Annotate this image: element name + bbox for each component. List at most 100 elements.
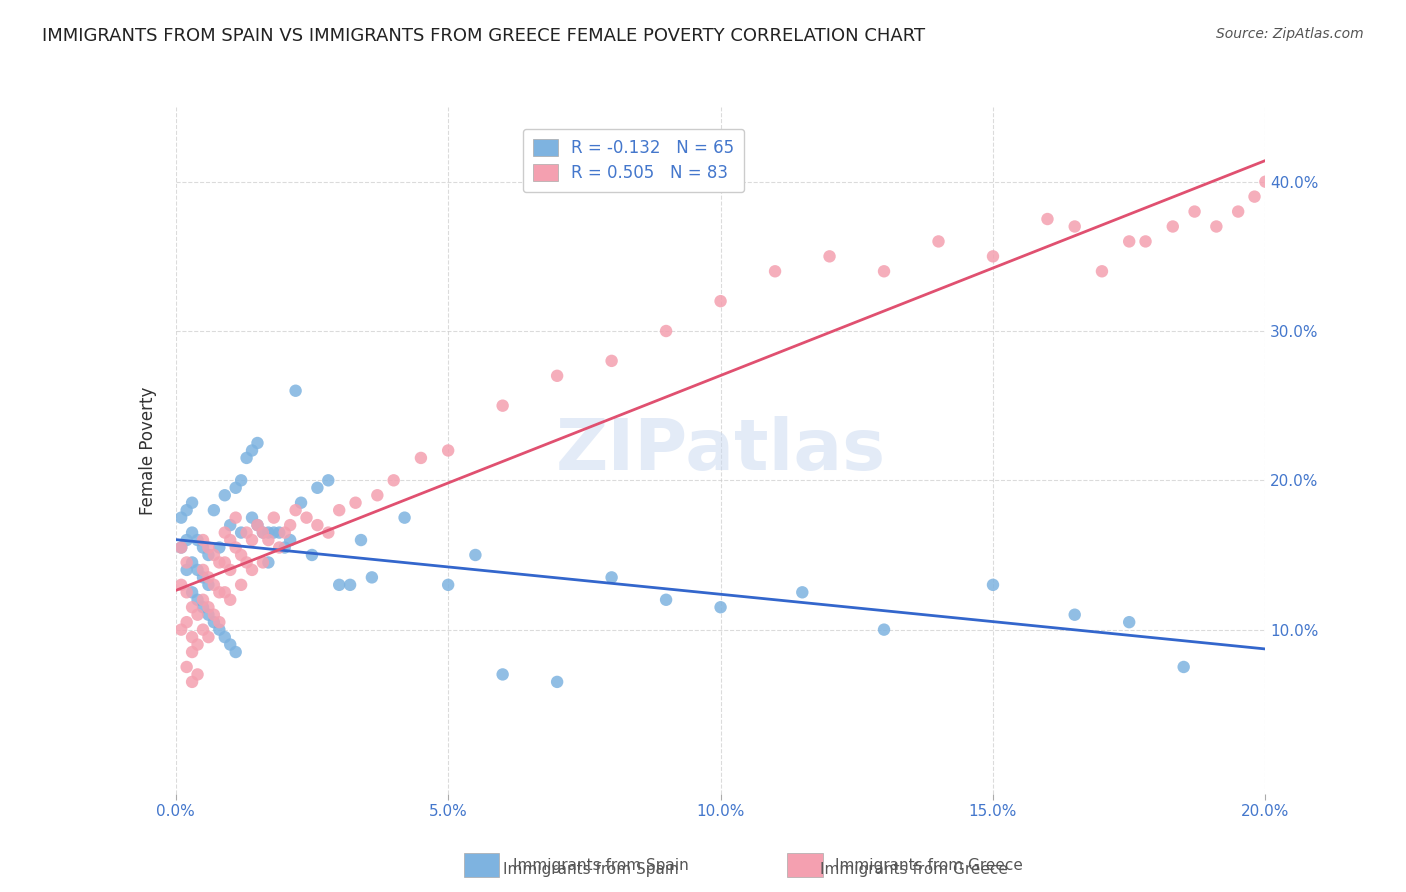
Point bbox=[409, 450, 432, 465]
Point bbox=[981, 578, 1004, 592]
Point bbox=[231, 578, 253, 592]
Point bbox=[202, 615, 225, 630]
Point bbox=[181, 496, 204, 510]
Point bbox=[1063, 607, 1085, 622]
Point bbox=[240, 443, 263, 458]
Point bbox=[240, 533, 263, 547]
Point bbox=[763, 264, 786, 278]
Point bbox=[437, 443, 460, 458]
Point bbox=[186, 667, 209, 681]
Text: Immigrants from Greece: Immigrants from Greece bbox=[820, 863, 1008, 877]
Point bbox=[600, 354, 623, 368]
Point bbox=[873, 264, 896, 278]
Point bbox=[818, 249, 841, 263]
Point bbox=[246, 436, 269, 450]
Point bbox=[186, 607, 209, 622]
Point bbox=[350, 533, 373, 547]
Y-axis label: Female Poverty: Female Poverty bbox=[139, 386, 157, 515]
Point bbox=[186, 638, 209, 652]
Point bbox=[225, 645, 247, 659]
Point bbox=[492, 667, 515, 681]
Point bbox=[284, 384, 307, 398]
Point bbox=[191, 570, 214, 584]
Point bbox=[231, 473, 253, 487]
Point bbox=[197, 607, 219, 622]
Text: Source: ZipAtlas.com: Source: ZipAtlas.com bbox=[1216, 27, 1364, 41]
Point bbox=[202, 503, 225, 517]
Point bbox=[181, 556, 204, 570]
Point bbox=[1254, 175, 1277, 189]
Point bbox=[1243, 189, 1265, 203]
Point bbox=[219, 563, 242, 577]
Point bbox=[202, 607, 225, 622]
Point bbox=[792, 585, 814, 599]
Point bbox=[181, 645, 204, 659]
Point bbox=[197, 630, 219, 644]
Point bbox=[176, 563, 198, 577]
Point bbox=[1118, 615, 1140, 630]
Point bbox=[191, 600, 214, 615]
Point bbox=[176, 556, 198, 570]
Point bbox=[181, 525, 204, 540]
Point bbox=[290, 496, 312, 510]
Point bbox=[1161, 219, 1184, 234]
Point bbox=[208, 623, 231, 637]
Point bbox=[257, 556, 280, 570]
Point bbox=[655, 324, 678, 338]
Point bbox=[546, 368, 568, 383]
Point bbox=[240, 563, 263, 577]
Point bbox=[235, 556, 257, 570]
Point bbox=[208, 615, 231, 630]
Text: IMMIGRANTS FROM SPAIN VS IMMIGRANTS FROM GREECE FEMALE POVERTY CORRELATION CHART: IMMIGRANTS FROM SPAIN VS IMMIGRANTS FROM… bbox=[42, 27, 925, 45]
FancyBboxPatch shape bbox=[787, 853, 823, 878]
Point bbox=[710, 294, 733, 309]
Point bbox=[202, 578, 225, 592]
FancyBboxPatch shape bbox=[464, 853, 499, 878]
Point bbox=[197, 548, 219, 562]
Point bbox=[318, 525, 340, 540]
Point bbox=[394, 510, 416, 524]
Point bbox=[263, 525, 285, 540]
Point bbox=[235, 450, 257, 465]
Point bbox=[170, 541, 193, 555]
Point bbox=[246, 518, 269, 533]
Point bbox=[655, 592, 678, 607]
Point bbox=[246, 518, 269, 533]
Point bbox=[170, 578, 193, 592]
Point bbox=[274, 525, 297, 540]
Point bbox=[219, 533, 242, 547]
Point bbox=[214, 556, 236, 570]
Point bbox=[176, 503, 198, 517]
Point bbox=[269, 525, 291, 540]
Point bbox=[1063, 219, 1085, 234]
Point bbox=[219, 592, 242, 607]
Point bbox=[191, 533, 214, 547]
Point bbox=[278, 518, 301, 533]
Point bbox=[1135, 235, 1157, 249]
Point bbox=[873, 623, 896, 637]
Point bbox=[437, 578, 460, 592]
Point bbox=[1281, 182, 1303, 196]
Point bbox=[295, 510, 318, 524]
Point bbox=[202, 548, 225, 562]
Point bbox=[186, 563, 209, 577]
Point bbox=[1227, 204, 1250, 219]
Point bbox=[1118, 235, 1140, 249]
Point bbox=[214, 488, 236, 502]
Point bbox=[214, 630, 236, 644]
Point bbox=[231, 525, 253, 540]
Point bbox=[1265, 189, 1288, 203]
Point bbox=[197, 578, 219, 592]
Point bbox=[191, 623, 214, 637]
Text: ZIPatlas: ZIPatlas bbox=[555, 416, 886, 485]
Point bbox=[263, 510, 285, 524]
Point bbox=[176, 533, 198, 547]
Point bbox=[176, 585, 198, 599]
Point bbox=[257, 533, 280, 547]
Point bbox=[366, 488, 388, 502]
Point bbox=[278, 533, 301, 547]
Point bbox=[464, 548, 486, 562]
Point bbox=[176, 660, 198, 674]
Point bbox=[191, 592, 214, 607]
Point bbox=[1184, 204, 1206, 219]
